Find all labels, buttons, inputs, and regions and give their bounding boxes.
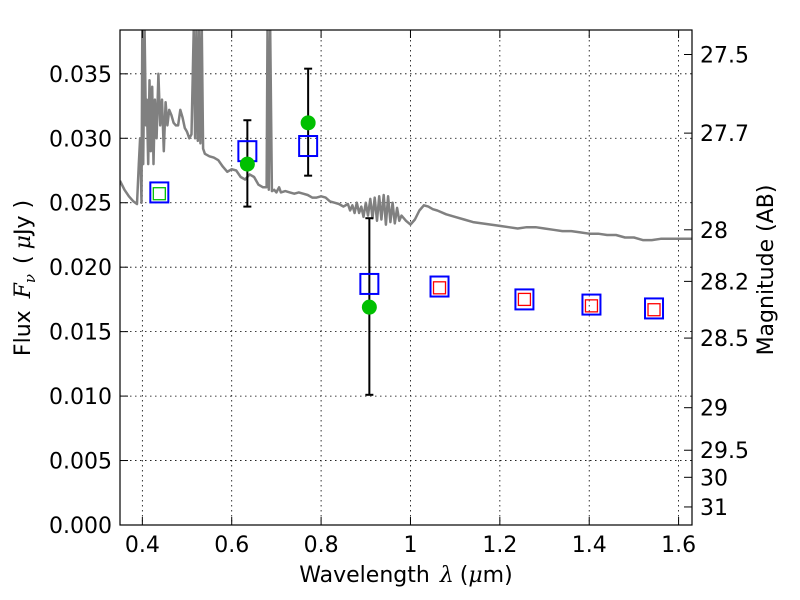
model-flux-square-blue <box>298 135 319 158</box>
y2-tick-label: 28 <box>700 219 728 244</box>
plot-frame <box>119 29 693 526</box>
y2-axis-label: Magnitude (AB) <box>754 185 779 356</box>
y2-tick-label: 27.7 <box>700 122 749 147</box>
y-tick-label: 0.005 <box>49 450 112 475</box>
y2-tick-label: 29.5 <box>700 439 749 464</box>
model-flux-square-inner <box>584 299 599 313</box>
y-tick-label: 0.015 <box>49 321 112 346</box>
y-tick-label: 0.010 <box>49 385 112 410</box>
y2-tick-label: 29 <box>700 397 728 422</box>
x-tick-label: 0.8 <box>304 533 339 558</box>
y-tick-label: 0.025 <box>49 192 112 217</box>
y-tick-label: 0.035 <box>49 63 112 88</box>
x-tick-label: 1.2 <box>482 533 517 558</box>
model-flux-square-inner <box>517 292 532 307</box>
grid-lines <box>120 30 692 526</box>
model-flux-square-blue <box>514 288 535 311</box>
observed-flux-point <box>300 115 316 131</box>
model-flux-square-blue <box>359 272 380 295</box>
y-tick-label: 0.030 <box>49 127 112 152</box>
y2-tick-label: 28.2 <box>700 270 749 295</box>
y2-tick-label: 27.5 <box>700 43 749 68</box>
x-tick-label: 1 <box>403 533 417 558</box>
observed-flux-point <box>239 156 255 172</box>
model-sed-line-layer <box>120 30 692 242</box>
model-flux-square-inner <box>152 187 166 201</box>
x-tick-label: 1.4 <box>572 533 607 558</box>
model-flux-square-blue <box>581 293 602 316</box>
y-tick-label: 0.000 <box>49 514 112 539</box>
x-tick-label: 1.6 <box>661 533 696 558</box>
x-tick-label: 0.4 <box>125 533 160 558</box>
model-flux-square-inner <box>647 303 661 317</box>
axis-ticks: 0.4 0.6 0.8 1 1.2 1.4 1.6 0.000 0.005 0.010 0.015 0… <box>49 30 749 558</box>
y2-tick-label: 30 <box>700 466 728 491</box>
y2-tick-label: 28.5 <box>700 327 749 352</box>
model-flux-square-blue <box>149 181 170 204</box>
observed-flux-point <box>361 299 377 315</box>
model-flux-square-blue <box>644 297 665 320</box>
markers-layer <box>149 67 665 396</box>
model-flux-square-blue <box>429 275 450 298</box>
model-flux-square-inner <box>432 281 447 295</box>
x-axis-label-text: Wavelength <box>299 563 430 588</box>
x-tick-label: 0.6 <box>214 533 249 558</box>
x-axis-label: Wavelength λ (μm) <box>299 563 512 588</box>
y2-tick-label: 31 <box>700 496 728 521</box>
y-tick-label: 0.020 <box>49 256 112 281</box>
model-sed-line <box>120 30 692 242</box>
y-axis-label: FluxFν(μJy ) <box>11 200 39 356</box>
